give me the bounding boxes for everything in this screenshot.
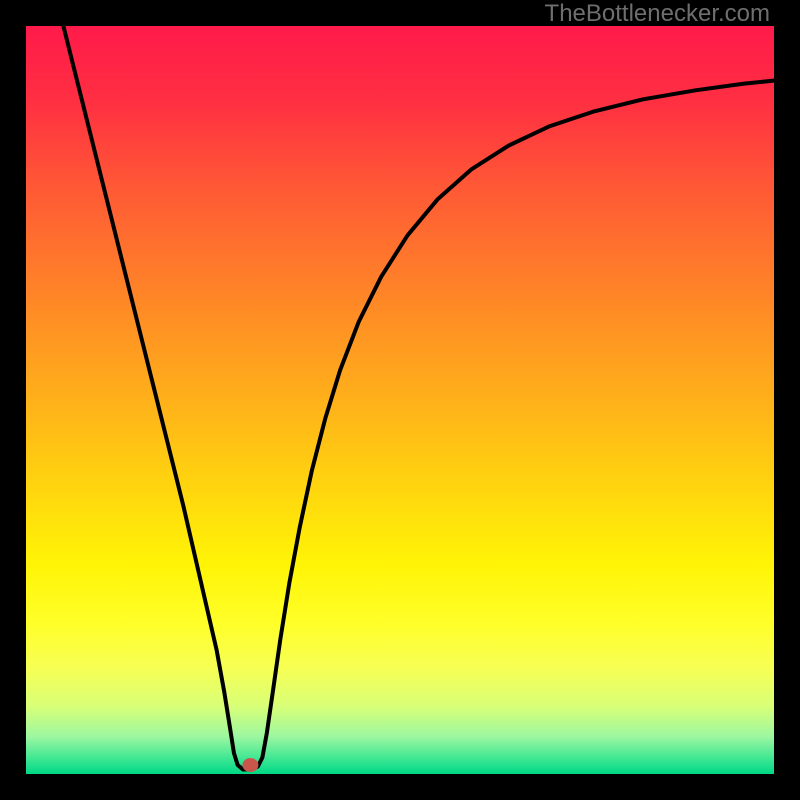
- watermark-text: TheBottlenecker.com: [545, 0, 770, 28]
- chart-frame: TheBottlenecker.com: [0, 0, 800, 800]
- optimal-point-marker: [242, 758, 258, 772]
- gradient-background: [26, 26, 774, 774]
- chart-svg: [26, 26, 774, 774]
- plot-area: [26, 26, 774, 774]
